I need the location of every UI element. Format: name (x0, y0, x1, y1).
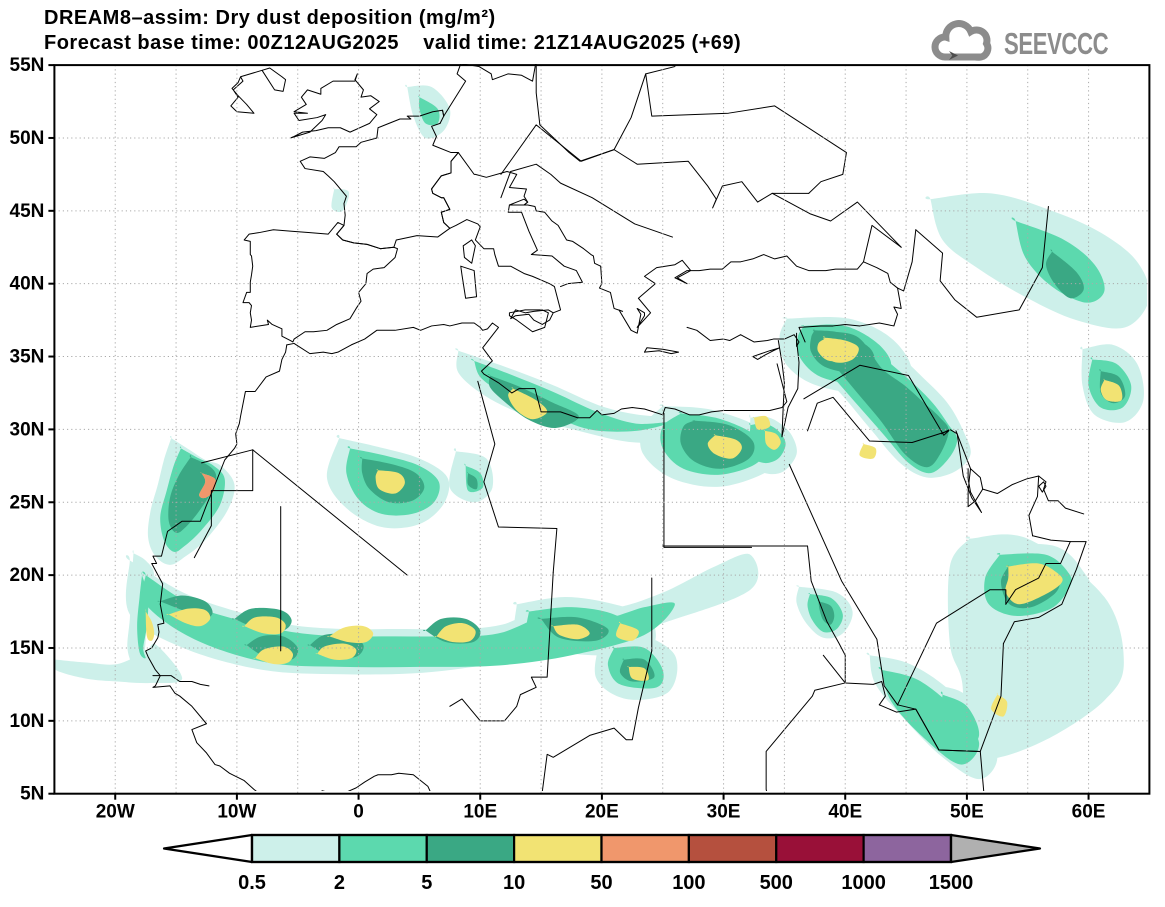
svg-text:15N: 15N (10, 638, 45, 659)
svg-text:50E: 50E (950, 802, 984, 823)
svg-text:5N: 5N (20, 784, 44, 805)
svg-text:20E: 20E (585, 802, 619, 823)
svg-text:30N: 30N (10, 419, 45, 440)
svg-text:500: 500 (760, 872, 793, 894)
svg-text:35N: 35N (10, 347, 45, 368)
svg-text:100: 100 (672, 872, 705, 894)
svg-text:40E: 40E (828, 802, 862, 823)
svg-text:0: 0 (353, 802, 364, 823)
svg-text:1500: 1500 (929, 872, 974, 894)
svg-text:10: 10 (503, 872, 525, 894)
svg-text:60E: 60E (1072, 802, 1106, 823)
svg-text:55N: 55N (10, 55, 45, 76)
svg-text:10N: 10N (10, 711, 45, 732)
svg-text:50N: 50N (10, 128, 45, 149)
svg-text:1000: 1000 (841, 872, 886, 894)
svg-text:20N: 20N (10, 565, 45, 586)
svg-text:45N: 45N (10, 201, 45, 222)
svg-text:10W: 10W (217, 802, 256, 823)
svg-text:2: 2 (334, 872, 345, 894)
svg-text:0.5: 0.5 (238, 872, 266, 894)
svg-text:40N: 40N (10, 274, 45, 295)
svg-text:10E: 10E (463, 802, 497, 823)
svg-text:30E: 30E (707, 802, 741, 823)
svg-text:50: 50 (590, 872, 612, 894)
svg-text:20W: 20W (96, 802, 135, 823)
svg-text:5: 5 (421, 872, 432, 894)
svg-text:SEEVCCC: SEEVCCC (1004, 27, 1108, 61)
svg-text:25N: 25N (10, 492, 45, 513)
